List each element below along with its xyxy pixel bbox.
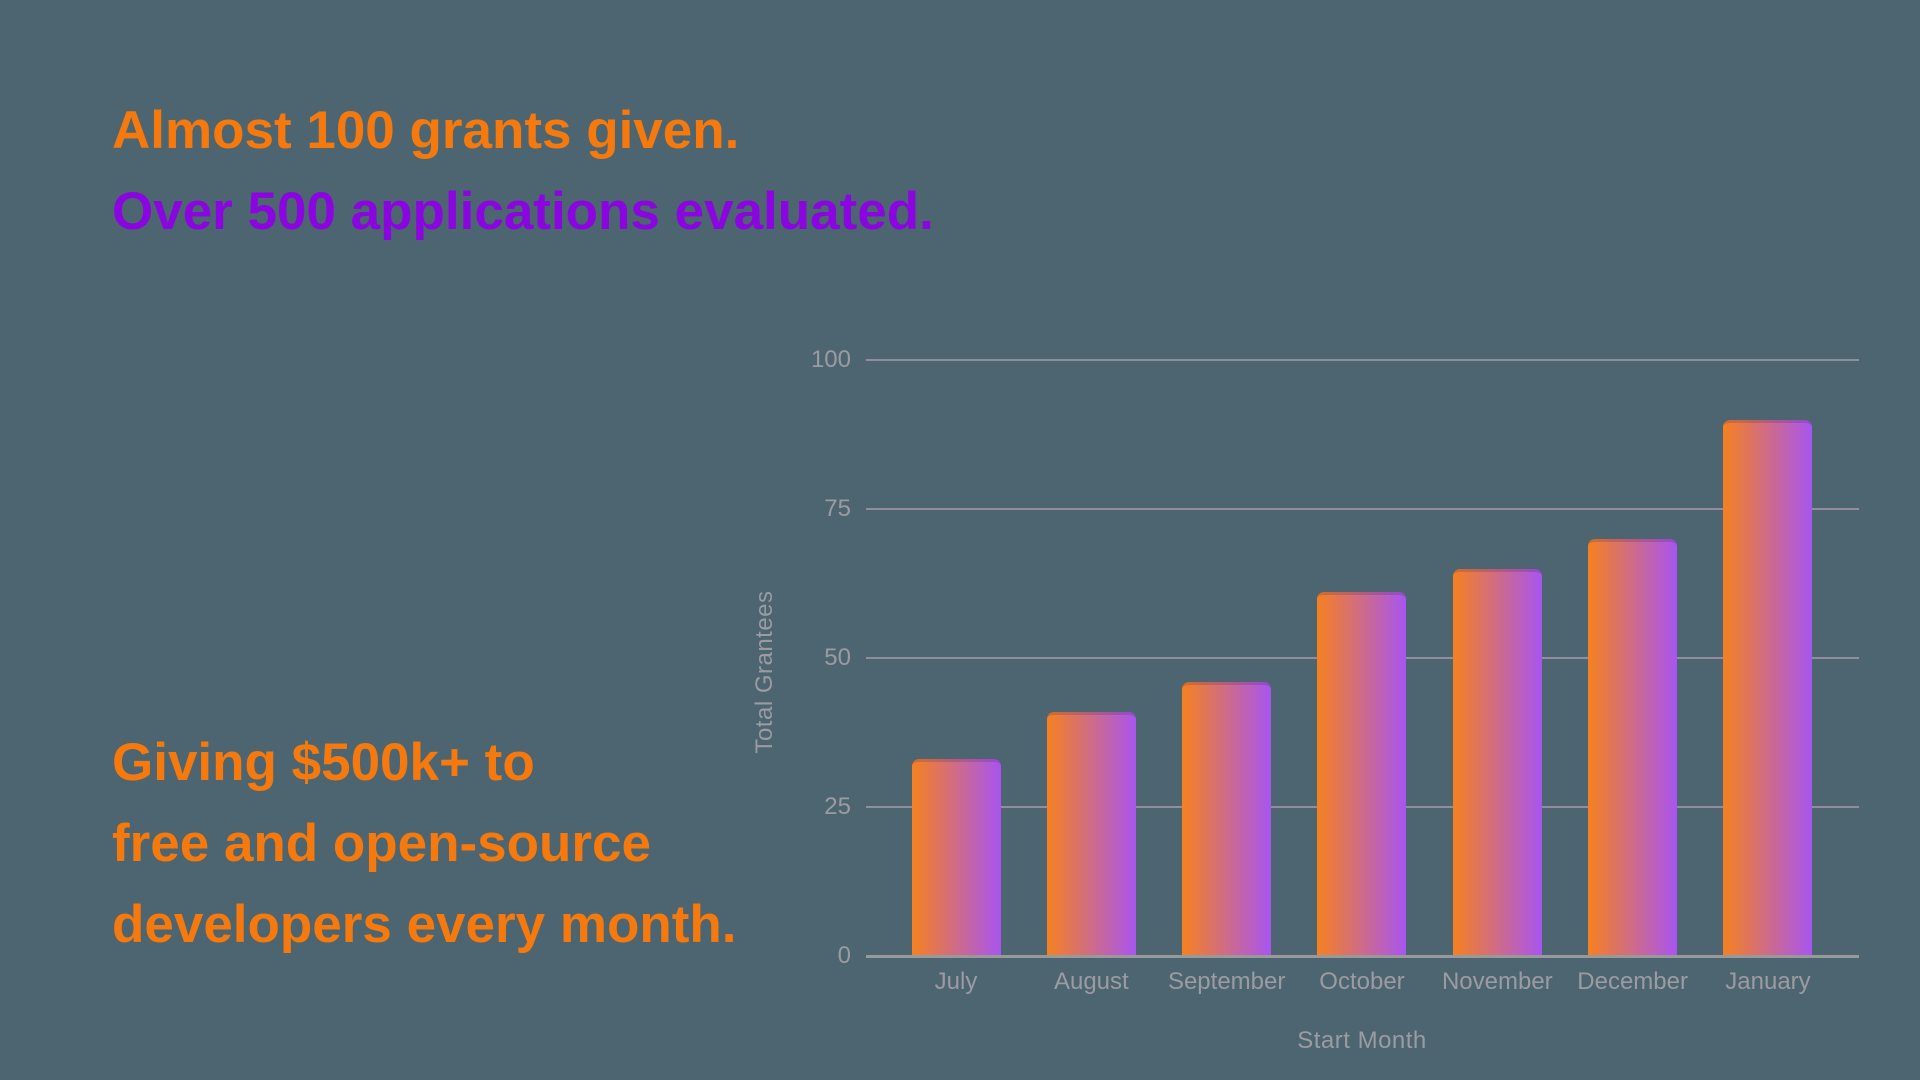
y-tick-label-75: 75 <box>824 495 851 522</box>
x-tick-label-december: December <box>1577 968 1688 995</box>
y-tick-label-100: 100 <box>810 346 851 373</box>
x-tick-label-august: August <box>1053 968 1129 995</box>
bar-january <box>1723 419 1813 956</box>
x-axis-title: Start Month <box>1297 1027 1427 1054</box>
bar-november <box>1452 568 1542 956</box>
headline: Almost 100 grants given. Over 500 applic… <box>112 90 934 252</box>
gridline-75 <box>866 508 1859 510</box>
x-axis-line <box>866 955 1859 958</box>
x-tick-label-september: September <box>1167 968 1286 995</box>
y-tick-label-25: 25 <box>824 793 851 820</box>
gridline-100 <box>866 359 1859 361</box>
bar-august <box>1046 711 1136 956</box>
headline-line2: Over 500 applications evaluated. <box>112 182 934 241</box>
y-axis-title: Total Grantees <box>751 590 778 754</box>
headline-line1: Almost 100 grants given. <box>112 101 740 160</box>
x-tick-label-october: October <box>1319 968 1405 995</box>
bar-october <box>1317 592 1407 956</box>
x-tick-label-july: July <box>934 968 978 995</box>
subheadline: Giving $500k+ to free and open-source de… <box>112 722 736 965</box>
subheadline-line3: developers every month. <box>112 895 737 954</box>
subheadline-line2: free and open-source <box>112 814 651 873</box>
x-tick-label-november: November <box>1441 968 1553 995</box>
x-tick-label-january: January <box>1725 968 1811 995</box>
bar-december <box>1588 538 1678 956</box>
y-tick-label-0: 0 <box>837 942 851 969</box>
y-tick-label-50: 50 <box>824 644 851 671</box>
bar-september <box>1182 681 1272 956</box>
bar-july <box>911 759 1001 956</box>
subheadline-line1: Giving $500k+ to <box>112 733 535 792</box>
